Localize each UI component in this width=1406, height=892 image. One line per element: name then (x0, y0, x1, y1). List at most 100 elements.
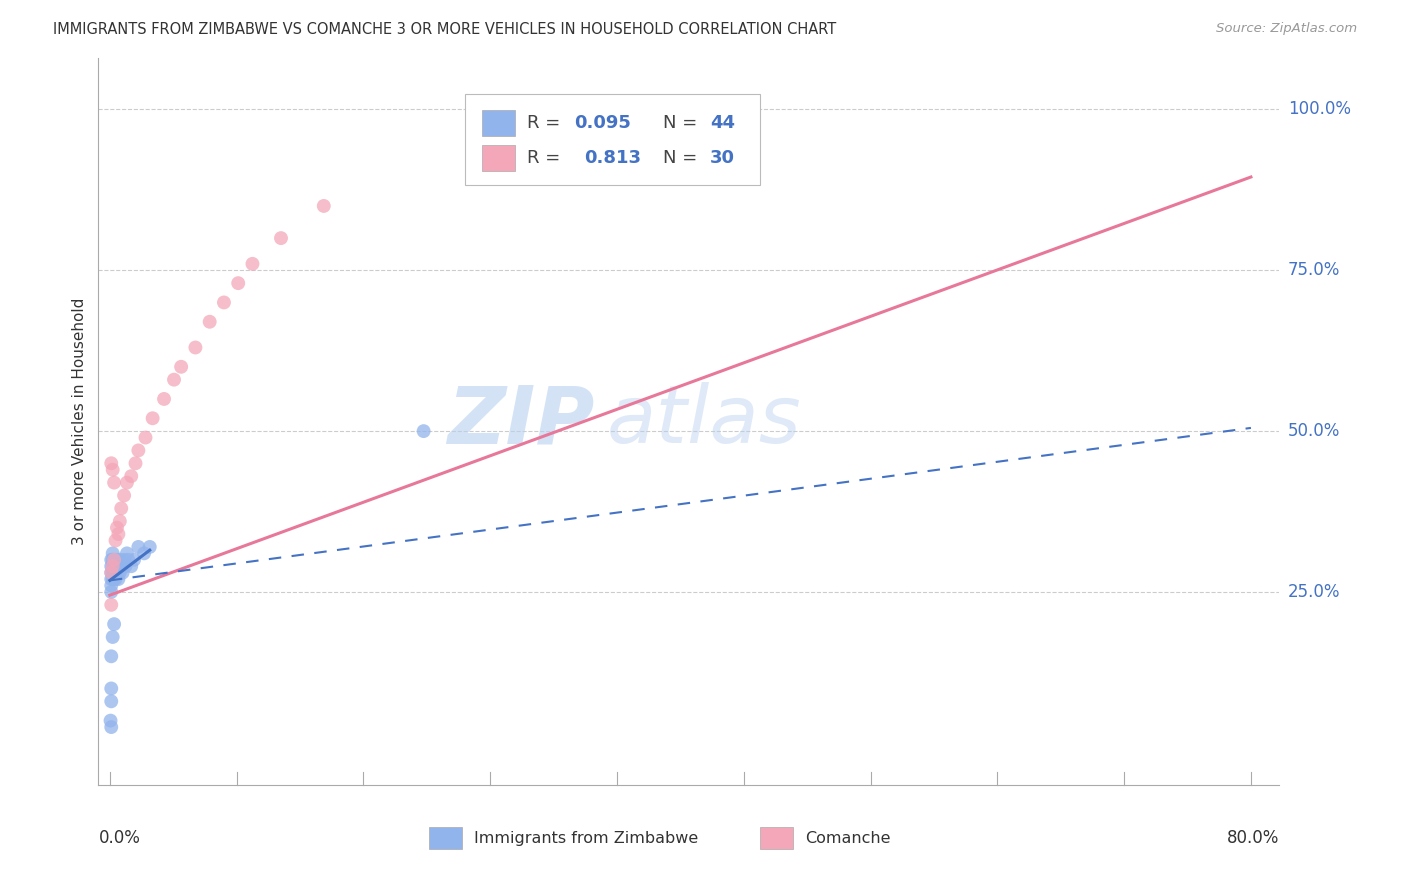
Point (112, 553, 135, 567)
Text: Immigrants from Zimbabwe: Immigrants from Zimbabwe (474, 830, 699, 846)
Point (108, 566, 131, 580)
Point (107, 572, 129, 586)
Point (120, 469, 142, 483)
Point (100, 585, 122, 599)
Point (101, 463, 124, 477)
Point (598, 103, 620, 117)
Point (115, 546, 138, 560)
Bar (429, 827, 463, 849)
Bar (759, 827, 793, 849)
Point (170, 359, 193, 374)
Point (100, 559, 122, 574)
Point (100, 694, 122, 708)
Text: 80.0%: 80.0% (1227, 829, 1279, 847)
Point (120, 559, 142, 574)
Point (115, 475, 138, 490)
Point (110, 559, 132, 574)
Point (111, 566, 134, 580)
Text: 50.0%: 50.0% (1288, 422, 1340, 440)
Point (226, 276, 249, 290)
Point (108, 553, 131, 567)
Point (127, 443, 149, 458)
Point (163, 373, 186, 387)
Text: ZIP: ZIP (447, 383, 595, 460)
Text: 75.0%: 75.0% (1288, 261, 1340, 279)
Point (107, 559, 129, 574)
Y-axis label: 3 or more Vehicles in Household: 3 or more Vehicles in Household (72, 298, 87, 545)
Point (412, 424, 434, 438)
Point (105, 559, 128, 574)
Text: 100.0%: 100.0% (1288, 101, 1351, 119)
FancyBboxPatch shape (464, 95, 759, 186)
Point (104, 533, 127, 548)
Point (212, 295, 235, 310)
Point (100, 578, 122, 592)
Point (198, 315, 221, 329)
Text: N =: N = (664, 149, 703, 167)
Text: 25.0%: 25.0% (1288, 583, 1340, 601)
Point (100, 714, 122, 728)
Point (104, 572, 127, 586)
Point (270, 231, 292, 245)
Bar (482, 110, 516, 136)
Text: Source: ZipAtlas.com: Source: ZipAtlas.com (1216, 22, 1357, 36)
Point (114, 559, 136, 574)
Point (142, 411, 165, 425)
Point (103, 475, 125, 490)
Point (127, 540, 149, 554)
Text: N =: N = (664, 114, 703, 132)
Point (103, 553, 125, 567)
Text: Comanche: Comanche (804, 830, 890, 846)
Text: R =: R = (527, 149, 572, 167)
Point (110, 501, 132, 516)
Point (103, 553, 125, 567)
Point (117, 553, 139, 567)
Point (132, 546, 155, 560)
Point (103, 617, 125, 632)
Text: atlas: atlas (606, 383, 801, 460)
Point (153, 392, 176, 406)
Point (101, 553, 124, 567)
Point (101, 630, 124, 644)
Text: R =: R = (527, 114, 567, 132)
Point (101, 559, 124, 574)
Text: 44: 44 (710, 114, 735, 132)
Point (100, 572, 122, 586)
Point (103, 572, 125, 586)
Point (100, 720, 122, 734)
Point (107, 527, 129, 541)
Point (100, 553, 122, 567)
Point (103, 559, 125, 574)
Point (184, 341, 207, 355)
Point (122, 553, 145, 567)
Point (100, 566, 122, 580)
Point (101, 572, 124, 586)
Point (312, 199, 335, 213)
Point (100, 598, 122, 612)
Point (112, 488, 135, 502)
Point (100, 681, 122, 696)
Point (134, 431, 156, 445)
Point (101, 546, 124, 560)
Point (105, 521, 128, 535)
Bar (482, 145, 516, 171)
Point (105, 553, 128, 567)
Text: 0.095: 0.095 (575, 114, 631, 132)
Point (104, 566, 127, 580)
Point (100, 456, 122, 470)
Point (139, 540, 162, 554)
Point (101, 566, 124, 580)
Text: 30: 30 (710, 149, 735, 167)
Text: 0.813: 0.813 (583, 149, 641, 167)
Point (100, 649, 122, 664)
Point (105, 566, 128, 580)
Point (100, 566, 122, 580)
Point (103, 566, 125, 580)
Point (242, 257, 264, 271)
Text: IMMIGRANTS FROM ZIMBABWE VS COMANCHE 3 OR MORE VEHICLES IN HOUSEHOLD CORRELATION: IMMIGRANTS FROM ZIMBABWE VS COMANCHE 3 O… (53, 22, 837, 37)
Point (108, 514, 131, 528)
Point (101, 559, 124, 574)
Point (124, 456, 146, 470)
Text: 0.0%: 0.0% (98, 829, 141, 847)
Point (104, 559, 127, 574)
